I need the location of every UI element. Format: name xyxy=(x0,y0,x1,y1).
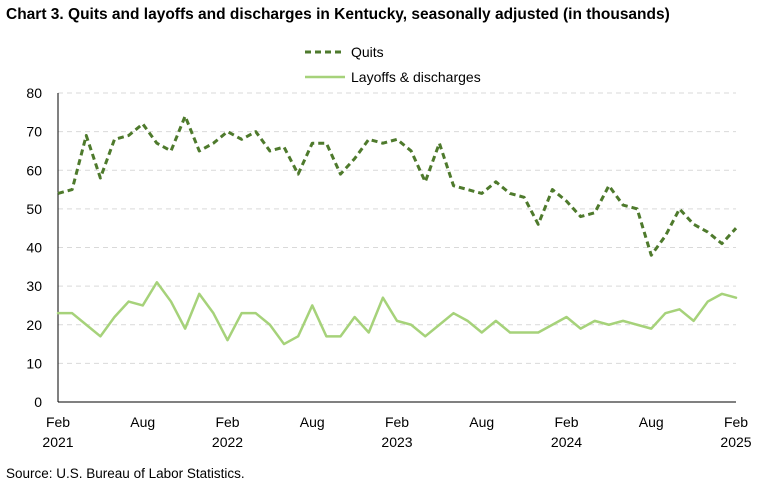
x-tick-year-label: 2023 xyxy=(381,434,412,450)
y-tick-label: 20 xyxy=(26,317,42,333)
x-tick-label: Aug xyxy=(300,414,325,430)
x-tick-label: Aug xyxy=(469,414,494,430)
legend-label: Layoffs & discharges xyxy=(351,69,481,85)
x-tick-year-label: 2024 xyxy=(551,434,582,450)
x-tick-label: Feb xyxy=(724,414,748,430)
x-tick-label: Feb xyxy=(215,414,239,430)
source-note: Source: U.S. Bureau of Labor Statistics. xyxy=(6,466,245,481)
x-tick-label: Feb xyxy=(385,414,409,430)
x-tick-label: Aug xyxy=(130,414,155,430)
x-tick-label: Aug xyxy=(639,414,664,430)
axes: 0 10 20 30 40 50 60 70 80 Feb 2021 Aug Feb 2022 Aug Feb… xyxy=(26,85,751,450)
legend: Quits Layoffs & discharges xyxy=(305,44,481,85)
y-tick-label: 70 xyxy=(26,124,42,140)
series-lines xyxy=(56,114,738,346)
x-tick-year-label: 2021 xyxy=(42,434,73,450)
layoffs-series-line xyxy=(56,281,738,346)
x-tick-year-label: 2025 xyxy=(720,434,751,450)
y-tick-label: 30 xyxy=(26,278,42,294)
x-tick-label: Feb xyxy=(554,414,578,430)
chart-title: Chart 3. Quits and layoffs and discharge… xyxy=(6,6,670,23)
y-tick-label: 50 xyxy=(26,201,42,217)
gridlines xyxy=(58,92,736,364)
y-tick-label: 10 xyxy=(26,355,42,371)
y-tick-label: 0 xyxy=(34,394,42,410)
x-tick-label: Feb xyxy=(46,414,70,430)
legend-label: Quits xyxy=(351,44,384,60)
y-tick-label: 80 xyxy=(26,85,42,101)
x-tick-year-label: 2022 xyxy=(212,434,243,450)
y-tick-label: 40 xyxy=(26,240,42,256)
y-tick-label: 60 xyxy=(26,162,42,178)
quits-series-line xyxy=(57,114,738,257)
